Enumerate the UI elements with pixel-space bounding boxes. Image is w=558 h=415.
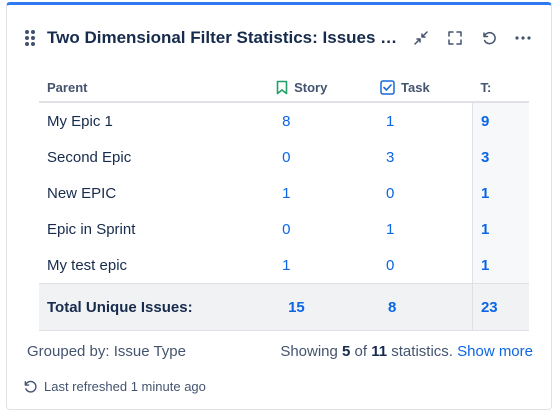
- column-header-task[interactable]: Task: [380, 73, 473, 103]
- last-refreshed: Last refreshed 1 minute ago: [23, 379, 206, 394]
- row-parent-label: My Epic 1: [47, 112, 113, 130]
- total-count[interactable]: 23: [471, 283, 529, 331]
- row-total-count[interactable]: 1: [471, 175, 529, 211]
- row-task-count[interactable]: 1: [386, 112, 395, 130]
- table-row: My test epic 1 0 1: [39, 247, 529, 284]
- showing-count: 5: [342, 343, 351, 360]
- row-parent-label: Epic in Sprint: [47, 220, 136, 238]
- row-story-count[interactable]: 1: [282, 184, 291, 202]
- total-row-label: Total Unique Issues:: [39, 283, 277, 331]
- drag-handle-icon[interactable]: [25, 30, 35, 46]
- row-task-count[interactable]: 3: [386, 148, 395, 166]
- column-header-story[interactable]: Story: [276, 73, 381, 103]
- row-total-count[interactable]: 9: [471, 102, 529, 139]
- row-story-count[interactable]: 0: [282, 220, 291, 238]
- more-icon[interactable]: [513, 28, 533, 48]
- story-icon: [276, 80, 288, 94]
- row-task-count[interactable]: 0: [386, 184, 395, 202]
- task-icon: [380, 79, 395, 95]
- history-icon: [24, 380, 37, 393]
- gadget-title: Two Dimensional Filter Statistics: Issue…: [47, 28, 403, 47]
- column-header-total[interactable]: T:: [472, 73, 529, 103]
- column-header-parent[interactable]: Parent: [39, 73, 277, 103]
- row-total-count[interactable]: 3: [471, 139, 529, 175]
- fullscreen-icon[interactable]: [445, 28, 465, 48]
- row-parent-label: My test epic: [47, 256, 128, 274]
- total-row: Total Unique Issues: 15 8 23: [39, 283, 529, 331]
- table-row: New EPIC 1 0 1: [39, 175, 529, 211]
- statistics-table: Parent Story Task T: My Epic 1: [39, 73, 529, 331]
- total-task-count[interactable]: 8: [380, 283, 473, 331]
- row-total-count[interactable]: 1: [471, 211, 529, 247]
- row-task-count[interactable]: 0: [386, 256, 395, 274]
- row-parent-label: New EPIC: [47, 184, 117, 202]
- row-story-count[interactable]: 0: [282, 148, 291, 166]
- row-task-count[interactable]: 1: [386, 220, 395, 238]
- showing-summary: Showing 5 of 11 statistics. Show more: [280, 343, 533, 360]
- table-header-row: Parent Story Task T:: [39, 73, 529, 103]
- row-parent-label: Second Epic: [47, 148, 132, 166]
- gadget-footer: Grouped by: Issue Type Showing 5 of 11 s…: [27, 343, 533, 360]
- gadget-header: Two Dimensional Filter Statistics: Issue…: [25, 25, 533, 51]
- grouped-by-label: Grouped by: Issue Type: [27, 343, 186, 360]
- refresh-icon[interactable]: [479, 28, 499, 48]
- row-total-count[interactable]: 1: [471, 247, 529, 284]
- showing-total: 11: [371, 343, 388, 360]
- show-more-link[interactable]: Show more: [457, 343, 533, 360]
- table-row: Epic in Sprint 0 1 1: [39, 211, 529, 247]
- gadget-card: Two Dimensional Filter Statistics: Issue…: [6, 2, 552, 410]
- row-story-count[interactable]: 8: [282, 112, 291, 130]
- table-row: Second Epic 0 3 3: [39, 139, 529, 175]
- table-row: My Epic 1 8 1 9: [39, 102, 529, 139]
- total-story-count[interactable]: 15: [276, 283, 381, 331]
- minimize-icon[interactable]: [411, 28, 431, 48]
- row-story-count[interactable]: 1: [282, 256, 291, 274]
